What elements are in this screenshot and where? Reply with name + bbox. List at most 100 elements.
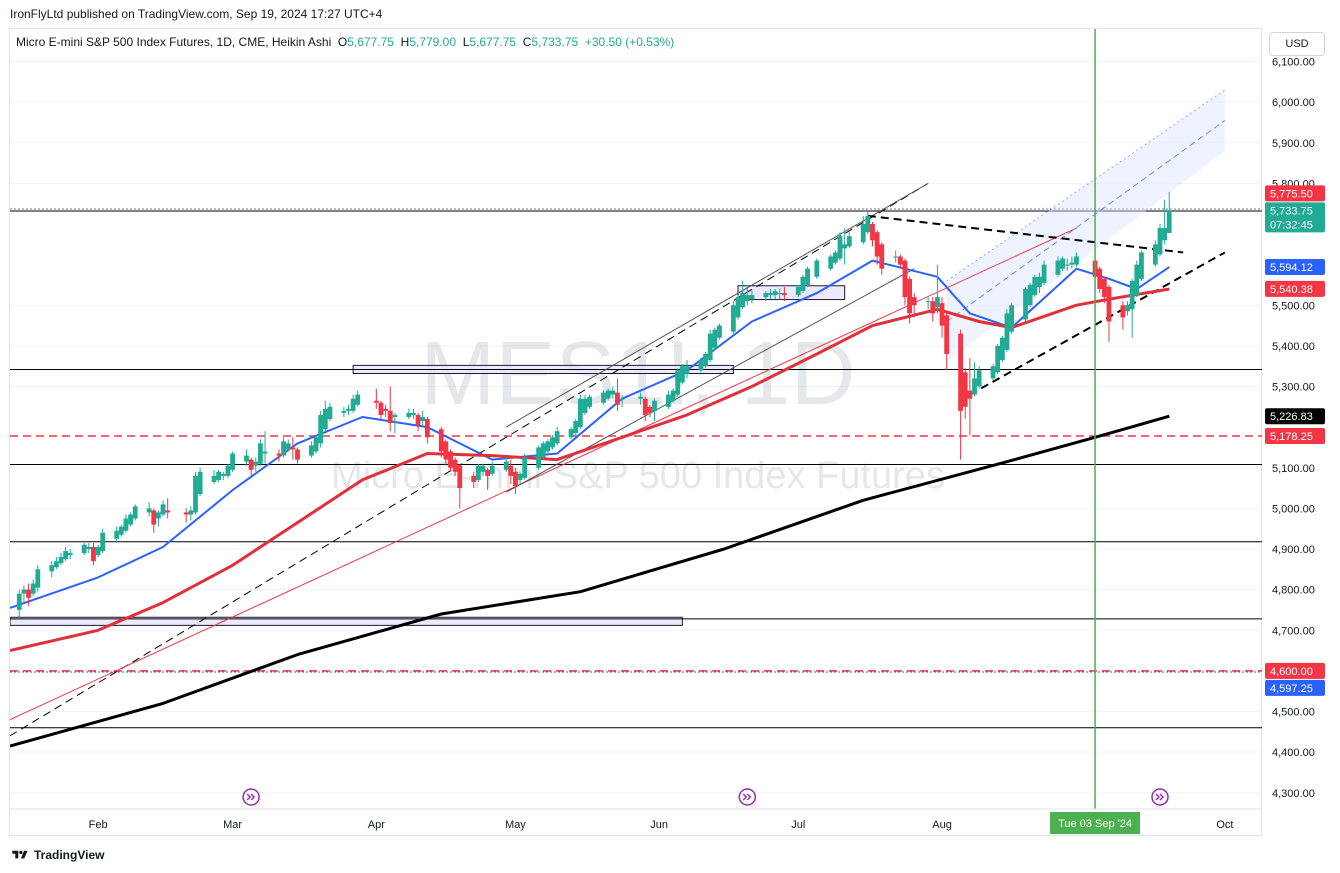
price-tag-box	[1265, 202, 1325, 233]
publisher-info: IronFlyLtd published on TradingView.com,…	[10, 7, 383, 21]
candle-body	[712, 329, 718, 348]
candle-body	[123, 518, 129, 531]
candle-body	[457, 465, 463, 489]
candle-body	[513, 471, 518, 487]
candle-body	[777, 293, 783, 295]
x-tick-label: May	[505, 819, 526, 831]
currency-button[interactable]: USD	[1269, 32, 1325, 56]
candle-body	[675, 370, 681, 395]
candle-body	[188, 510, 194, 515]
candle	[1120, 301, 1126, 330]
candle-body	[1134, 264, 1140, 296]
candle	[1027, 282, 1033, 308]
candle	[800, 274, 806, 294]
event-marker-icon[interactable]	[738, 788, 757, 806]
candle-body	[568, 429, 574, 438]
candle	[638, 392, 644, 405]
x-tick-label: Oct	[1216, 819, 1233, 831]
channel-upper	[946, 89, 1226, 282]
channel-mid	[946, 120, 1226, 322]
candle-body	[1152, 244, 1158, 265]
candle	[35, 565, 41, 592]
candle	[248, 457, 254, 476]
y-tick-label: 5,100.00	[1272, 463, 1315, 475]
event-chevron-icon	[1155, 793, 1164, 801]
candle	[95, 544, 101, 558]
candle-body	[907, 278, 912, 314]
x-axis[interactable]: Feb Mar Apr May Jun Jul Aug Oct Tue 03 Sep '24	[10, 808, 1262, 834]
candle-body	[1125, 305, 1130, 312]
x-tick-label: Aug	[932, 819, 952, 831]
candle	[341, 406, 347, 417]
candle	[318, 410, 324, 448]
candle	[86, 542, 92, 554]
candle	[944, 313, 950, 371]
candle-body	[193, 475, 198, 513]
candle-body	[95, 546, 101, 556]
candle	[327, 402, 333, 422]
candle	[151, 508, 157, 533]
candle	[577, 394, 583, 430]
candle	[411, 408, 416, 419]
candle	[795, 284, 801, 298]
channel-fill	[946, 89, 1225, 363]
candle	[406, 408, 412, 419]
candle	[1023, 286, 1028, 322]
candle	[350, 394, 356, 413]
candle-body	[795, 286, 801, 296]
change-value: +30.50 (+0.53%)	[584, 35, 675, 49]
candle	[1064, 258, 1070, 271]
candle	[1106, 284, 1112, 342]
price-tag: 4,597.25	[1265, 679, 1325, 696]
candle	[373, 388, 379, 409]
candle-body	[1166, 210, 1172, 233]
candle	[870, 221, 875, 247]
event-marker-icon[interactable]	[242, 788, 260, 806]
candle	[740, 280, 746, 310]
event-circle	[738, 788, 757, 806]
candle	[907, 276, 912, 324]
close-label: C	[522, 35, 532, 49]
candle	[573, 419, 579, 436]
chart-pane[interactable]	[9, 28, 1262, 836]
candle-body	[550, 437, 555, 448]
price-tag-value: 5,540.38	[1270, 284, 1313, 296]
price-tag-value: 5,178.25	[1270, 431, 1313, 443]
tradingview-logo[interactable]: TradingView	[10, 848, 104, 862]
event-markers[interactable]	[242, 788, 1169, 806]
candle-body	[309, 445, 314, 456]
candle	[550, 435, 555, 450]
price-tag-value: 5,226.83	[1270, 411, 1313, 423]
candle	[619, 394, 625, 407]
candle-body	[475, 465, 481, 480]
candle	[21, 585, 27, 602]
candle-body	[16, 593, 22, 610]
candle-body	[258, 443, 263, 464]
candle	[990, 364, 996, 381]
candle-body	[763, 293, 769, 298]
candle-body	[313, 437, 319, 452]
candle-body	[1069, 262, 1075, 265]
candle	[744, 286, 750, 306]
candle-body	[944, 315, 950, 354]
candle	[874, 230, 880, 265]
candle	[962, 368, 968, 419]
candle-body	[387, 410, 393, 424]
candle	[230, 451, 235, 472]
y-tick-label: 4,900.00	[1272, 544, 1315, 556]
event-marker-icon[interactable]	[1151, 788, 1169, 806]
price-tag: 5,775.50	[1265, 185, 1325, 202]
candle-body	[211, 475, 217, 482]
candle	[188, 506, 194, 521]
candle-body	[448, 451, 453, 468]
moving-average-line	[10, 414, 1170, 748]
candle-body	[452, 459, 458, 472]
candle	[1032, 274, 1038, 298]
candle-body	[1004, 313, 1010, 350]
candle-body	[1055, 260, 1061, 275]
y-tick-label: 4,800.00	[1272, 585, 1315, 597]
candle	[1157, 224, 1163, 257]
candle	[471, 471, 477, 489]
candle	[58, 553, 64, 566]
